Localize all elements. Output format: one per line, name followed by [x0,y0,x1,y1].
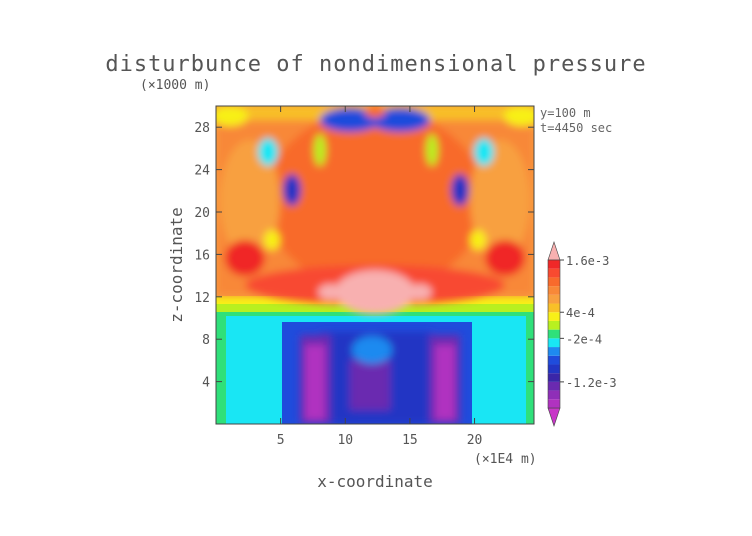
y-tick-label: 12 [194,291,210,306]
colorbar-segment [548,303,560,313]
colorbar-segment [548,320,560,330]
plot-frame [215,105,535,425]
y-unit-label: (×1000 m) [140,78,210,93]
colorbar-label: -1.2e-3 [566,376,617,390]
colorbar-segment [548,381,560,391]
colorbar: 1.6e-3 4e-4 -2e-4 -1.2e-3 [547,241,617,427]
colorbar-segment [548,268,560,278]
colorbar-segment [548,286,560,295]
y-tick-label: 24 [194,164,210,179]
y-tick-label: 16 [194,248,210,263]
x-tick-label: 10 [337,433,353,448]
colorbar-segment [548,260,560,269]
y-tick-label: 28 [194,121,210,136]
colorbar-segment [548,312,560,321]
y-axis-label: z-coordinate [167,207,186,323]
x-tick-label: 5 [277,433,285,448]
colorbar-label: -2e-4 [566,332,602,346]
colorbar-bottom-triangle [547,407,561,427]
colorbar-segment [548,399,560,408]
colorbar-segment [548,373,560,382]
chart-title: disturbunce of nondimensional pressure [105,52,646,77]
y-tick-label: 4 [202,376,210,391]
colorbar-top-triangle [547,241,561,261]
colorbar-segment [548,390,560,400]
annotation-y: y=100 m [540,106,591,120]
y-axis-ticks: 4 8 12 16 20 24 28 [194,121,534,391]
colorbar-segment [548,294,560,304]
x-axis-ticks: 5 10 15 20 [277,106,483,448]
colorbar-segment [548,355,560,365]
x-tick-label: 20 [467,433,483,448]
colorbar-segment [548,364,560,374]
x-tick-label: 15 [402,433,418,448]
colorbar-segment [548,347,560,356]
colorbar-frame [547,259,561,409]
colorbar-segment [548,338,560,348]
y-tick-label: 20 [194,206,210,221]
x-unit-label: (×1E4 m) [474,452,537,467]
y-tick-label: 8 [202,333,210,348]
annotation-t: t=4450 sec [540,121,612,135]
colorbar-label: 1.6e-3 [566,254,609,268]
colorbar-segment [548,329,560,339]
x-axis-label: x-coordinate [317,472,433,491]
colorbar-label: 4e-4 [566,306,595,320]
plot-area [216,106,534,424]
colorbar-segment [548,277,560,287]
